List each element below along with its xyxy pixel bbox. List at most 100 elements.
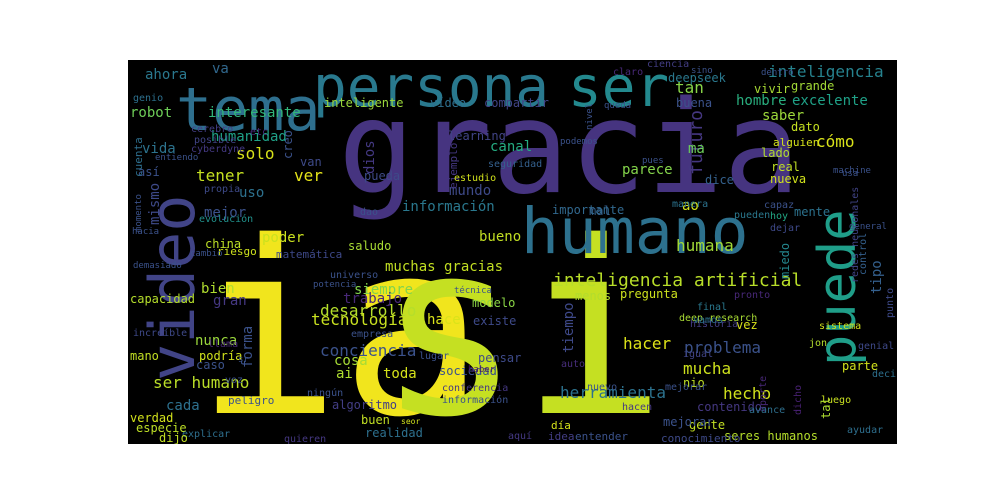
word-mucha-18: mucha xyxy=(683,359,732,378)
word-lugar-163: lugar xyxy=(419,351,450,362)
word-problema-15: problema xyxy=(684,338,762,357)
word-nuevo-140: nuevo xyxy=(587,382,618,393)
word-van-105: van xyxy=(300,155,322,169)
word-desarrollo-11: desarrollo xyxy=(320,301,417,320)
word-hecho-17: hecho xyxy=(723,384,772,403)
word-general-123: general xyxy=(849,222,887,232)
word-etc-111: etc xyxy=(250,127,269,138)
word-voz-185: voz xyxy=(225,375,244,386)
word-conocimiento-150: conocimiento xyxy=(661,432,741,444)
word-universo-164: universo xyxy=(330,270,379,281)
word-importante-86: importante xyxy=(552,203,625,217)
word-claro-98: claro xyxy=(613,67,644,78)
word-menos-68: menos xyxy=(575,289,612,303)
word-seor-187: seor xyxy=(401,417,421,426)
word-avance-146: avance xyxy=(749,405,786,416)
word-alguien-91: alguien xyxy=(773,136,820,149)
word-pensar-136: pensar xyxy=(478,351,522,365)
word-saber-36: saber xyxy=(762,108,805,124)
word-machine-178: machine xyxy=(833,166,871,176)
word-verdad-73: verdad xyxy=(130,411,174,425)
word-tecnologia-14: tecnología xyxy=(311,310,408,329)
word-humano-3: humano xyxy=(521,195,749,268)
word-ver-42: ver xyxy=(294,166,323,185)
word-caso-169: caso xyxy=(196,358,225,372)
word-informacion-22: información xyxy=(402,199,495,215)
word-sino-179: sino xyxy=(691,66,713,76)
word-bien-55: bien xyxy=(201,281,235,297)
word-final-129: final xyxy=(697,302,728,313)
word-vez-66: vez xyxy=(736,318,758,332)
word-tema-4: tema xyxy=(176,75,321,145)
word-vamos-130: vamos xyxy=(693,315,724,326)
word-gente-87: gente xyxy=(689,418,726,432)
word-nio-142: nio xyxy=(683,376,705,390)
word-decir-134: decir xyxy=(872,369,897,380)
word-hacia-174: hacia xyxy=(132,227,160,237)
word-parte-133: parte xyxy=(842,359,879,373)
word-demasiado-172: demasiado xyxy=(133,261,182,271)
word-queda-180: queda xyxy=(604,101,632,111)
word-ma-48: ma xyxy=(688,141,705,157)
word-herramienta-16: herramienta xyxy=(560,383,666,402)
word-creo-104: creo xyxy=(281,129,295,159)
word-tiempo-65: tiempo xyxy=(561,302,577,354)
word-dao-116: dao xyxy=(360,207,379,218)
word-hoy-119: hoy xyxy=(770,211,789,222)
word-mal-85: mal xyxy=(589,204,611,218)
word-genial-132: genial xyxy=(858,341,895,352)
word-parece-26: parece xyxy=(622,162,673,178)
word-siempre-52: siempre xyxy=(354,282,414,298)
word-tecnica-166: técnica xyxy=(454,286,492,296)
word-vida-38: vida xyxy=(142,141,176,157)
word-nivel-181: nivel xyxy=(585,102,595,130)
word-humanidad-27: humanidad xyxy=(211,129,287,145)
word-evolucion-113: evolución xyxy=(199,214,254,225)
word-dato-92: dato xyxy=(791,120,820,134)
word-mano-168: mano xyxy=(130,349,159,363)
word-modelo-64: modelo xyxy=(472,296,516,310)
word-momento-176: momento xyxy=(134,193,144,232)
word-jon-131: jon xyxy=(809,338,828,349)
word-dijo-157: dijo xyxy=(159,431,188,444)
word-buena-35: buena xyxy=(676,96,713,110)
word-solo-39: solo xyxy=(236,144,275,163)
word-podemos-182: podemos xyxy=(560,137,598,147)
word-genio-110: genio xyxy=(133,93,164,104)
word-nunca-58: nunca xyxy=(195,333,238,349)
word-hacer-19: hacer xyxy=(623,334,672,353)
word-video-95: vídeo xyxy=(430,96,467,110)
word-quieren-155: quieren xyxy=(284,434,327,445)
word-pronto-125: pronto xyxy=(734,290,771,301)
word-ayudar-148: ayudar xyxy=(847,425,884,436)
word-capaz-117: capaz xyxy=(764,200,795,211)
word-mismo-45: mismo xyxy=(147,182,163,225)
word-posible-108: posible xyxy=(194,135,237,146)
word-cloud-canvas: ia si gracia humano tema persona ser video puede… xyxy=(128,60,897,444)
word-potencia-165: potencia xyxy=(313,280,357,290)
word-pueden-120: pueden xyxy=(734,210,771,221)
word-especie-74: especie xyxy=(136,421,187,435)
word-cerebro-107: cerebro xyxy=(191,124,234,135)
word-podria-167: podría xyxy=(199,349,243,363)
word-asi-46: así xyxy=(138,165,160,179)
word-punto-126: punto xyxy=(885,287,896,318)
word-capacidad-80: capacidad xyxy=(130,292,196,306)
word-pregunta-67: pregunta xyxy=(620,287,678,301)
word-informacion-161: información xyxy=(442,395,509,406)
word-peligro-158: peligro xyxy=(228,394,275,407)
word-ser-humano-20: ser humano xyxy=(153,373,250,392)
word-aqui-154: aquí xyxy=(508,431,533,442)
word-buen-75: buen xyxy=(361,413,390,427)
word-seres-humanos-79: seres humanos xyxy=(724,429,818,443)
word-conferencia-160: conferencia xyxy=(442,383,509,394)
word-hace-62: hace xyxy=(427,312,461,328)
word-miedo-71: miedo xyxy=(778,242,792,279)
word-pues-184: pues xyxy=(642,156,664,166)
word-ahora-31: ahora xyxy=(145,67,188,83)
word-cosa-59: cosa xyxy=(334,353,368,369)
word-sr-186: sr xyxy=(238,355,249,365)
word-riesgo-114: riesgo xyxy=(217,245,257,258)
word-mejor-43: mejor xyxy=(204,205,247,221)
word-idea-152: idea xyxy=(548,430,575,443)
